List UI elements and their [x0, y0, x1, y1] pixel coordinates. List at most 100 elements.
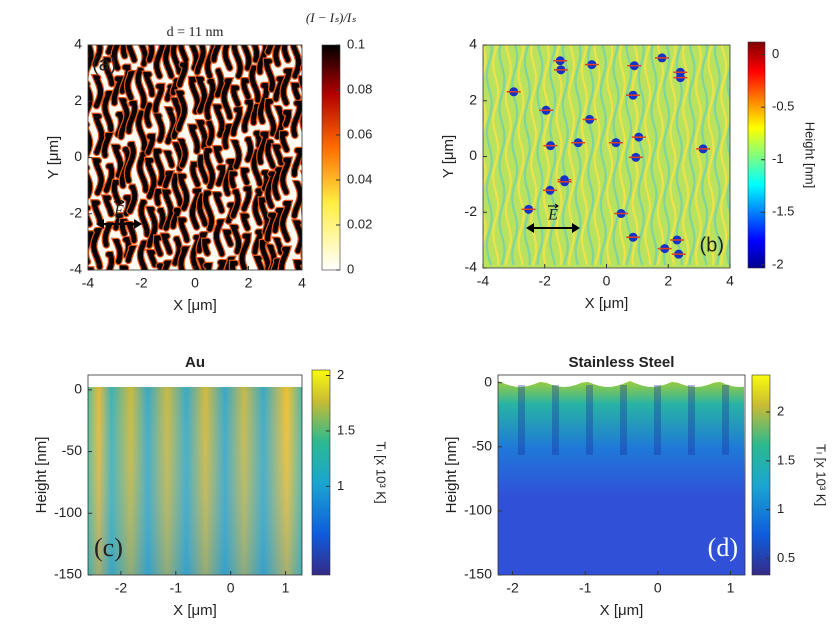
colorbar: [751, 374, 771, 576]
x-tick-label: 4: [298, 275, 306, 291]
heatmap-texture: [518, 385, 525, 455]
colorbar-tick-label: 2: [337, 367, 344, 382]
colorbar-tick-label: -2: [772, 256, 784, 271]
y-tick-label: 0: [469, 147, 477, 163]
x-axis-label: X [μm]: [173, 602, 217, 619]
x-tick-label: -2: [539, 273, 552, 289]
heatmap-texture: [713, 45, 721, 266]
field-label: E: [547, 207, 558, 224]
heatmap-texture: [492, 45, 500, 266]
y-tick-label: -150: [464, 566, 492, 582]
colorbar-tick-label: 2: [777, 404, 784, 419]
y-tick-label: 0: [484, 373, 492, 389]
x-tick-label: 1: [282, 580, 290, 596]
heatmap-texture: [688, 385, 695, 455]
heatmap-texture: [586, 385, 593, 455]
heatmap-texture: [625, 45, 633, 266]
heatmap-texture: [263, 45, 277, 270]
y-tick-label: -100: [464, 502, 492, 518]
heatmap-texture: [504, 45, 512, 266]
axes-frame: [497, 374, 746, 576]
colorbar-tick-label: 1: [337, 478, 344, 493]
colorbar-label: Tₗ [x 10³ K]: [374, 441, 389, 503]
panel-label: (c): [94, 533, 123, 562]
colorbar: [321, 44, 341, 271]
heatmap-texture: [656, 45, 664, 266]
colorbar-tick-label: 0: [347, 261, 354, 276]
heatmap-texture: [298, 45, 302, 259]
colorbar-tick-label: -0.5: [772, 99, 794, 114]
colorbar-tick-label: 0.1: [347, 36, 365, 51]
panel-label: (a): [92, 53, 116, 75]
heatmap-texture: [722, 385, 729, 455]
heatmap-texture: [143, 45, 158, 268]
vector-arrow: [548, 203, 559, 209]
x-tick-label: 0: [603, 273, 611, 289]
heatmap-texture: [290, 45, 302, 270]
colorbar-tick-label: 0.5: [777, 550, 795, 565]
x-axis-label: X [μm]: [600, 602, 644, 619]
chart-title: d = 11 nm: [167, 25, 224, 40]
x-tick-label: -2: [135, 275, 148, 291]
heatmap-texture: [637, 45, 645, 266]
heatmap-texture: [701, 45, 709, 266]
colorbar-tick-label: -1: [772, 151, 784, 166]
heatmap-texture: [188, 45, 203, 270]
heatmap: [88, 387, 302, 575]
y-tick-label: -50: [472, 437, 492, 453]
y-tick-label: 4: [469, 36, 477, 52]
y-axis-label: Y [μm]: [440, 135, 457, 178]
heatmap-texture: [485, 45, 493, 266]
heatmap-texture: [194, 45, 209, 270]
heatmap-texture: [620, 385, 627, 455]
heatmap-texture: [618, 45, 626, 266]
heatmap-texture: [587, 45, 595, 266]
heatmap-texture: [694, 45, 702, 266]
heatmap-texture: [297, 45, 302, 263]
y-tick-label: -2: [465, 203, 478, 219]
heatmap-texture: [257, 45, 271, 270]
colorbar-tick-label: 0.06: [347, 126, 372, 141]
heatmap-texture: [511, 45, 519, 266]
heatmap-texture: [669, 45, 677, 266]
heatmap-texture: [202, 45, 216, 270]
y-tick-label: -150: [54, 566, 82, 582]
x-tick-label: 4: [726, 273, 734, 289]
panel-label: (b): [700, 234, 724, 256]
heatmap-texture: [483, 45, 487, 248]
y-axis-label: Y [μm]: [45, 136, 62, 179]
y-tick-label: -100: [54, 504, 82, 520]
heatmap-texture: [574, 45, 582, 266]
heatmap-texture: [135, 45, 150, 270]
panel: -2 -1 0 1 -150 -100 -50 0 X [μm] Height [nm] Au (c)…: [33, 354, 389, 619]
colorbar-label: Height [nm]: [803, 122, 818, 188]
heatmap-texture: [249, 45, 265, 270]
y-tick-label: 2: [74, 92, 82, 108]
heatmap-texture: [726, 45, 730, 266]
colorbar: [311, 369, 331, 576]
heatmap-texture: [580, 45, 588, 266]
heatmap-texture: [682, 45, 690, 266]
heatmap-texture: [498, 45, 506, 266]
x-tick-label: -1: [579, 580, 592, 596]
x-tick-label: 2: [245, 275, 253, 291]
heatmap-texture: [599, 45, 607, 266]
x-tick-label: 0: [654, 580, 662, 596]
x-axis-label: X [μm]: [585, 295, 629, 312]
heatmap-texture: [229, 45, 243, 270]
vector-arrow: [114, 199, 125, 205]
y-tick-label: 0: [74, 148, 82, 164]
y-tick-label: 2: [469, 91, 477, 107]
heatmap-image: [498, 381, 745, 575]
y-tick-label: -4: [70, 261, 83, 277]
heatmap-texture: [688, 45, 696, 266]
colorbar-tick-label: -1.5: [772, 204, 794, 219]
heatmap-texture: [720, 45, 728, 266]
heatmap-texture: [211, 45, 227, 270]
panel: -4 -2 0 2 4 -4 -2 0 2 4 X [μm] Y [μm] (b) E -2 -1.5 -1 -0…: [440, 36, 818, 312]
heatmap-texture: [663, 45, 671, 266]
x-tick-label: 2: [664, 273, 672, 289]
colorbar-tick-label: 1: [777, 501, 784, 516]
heatmap-texture: [239, 45, 254, 270]
